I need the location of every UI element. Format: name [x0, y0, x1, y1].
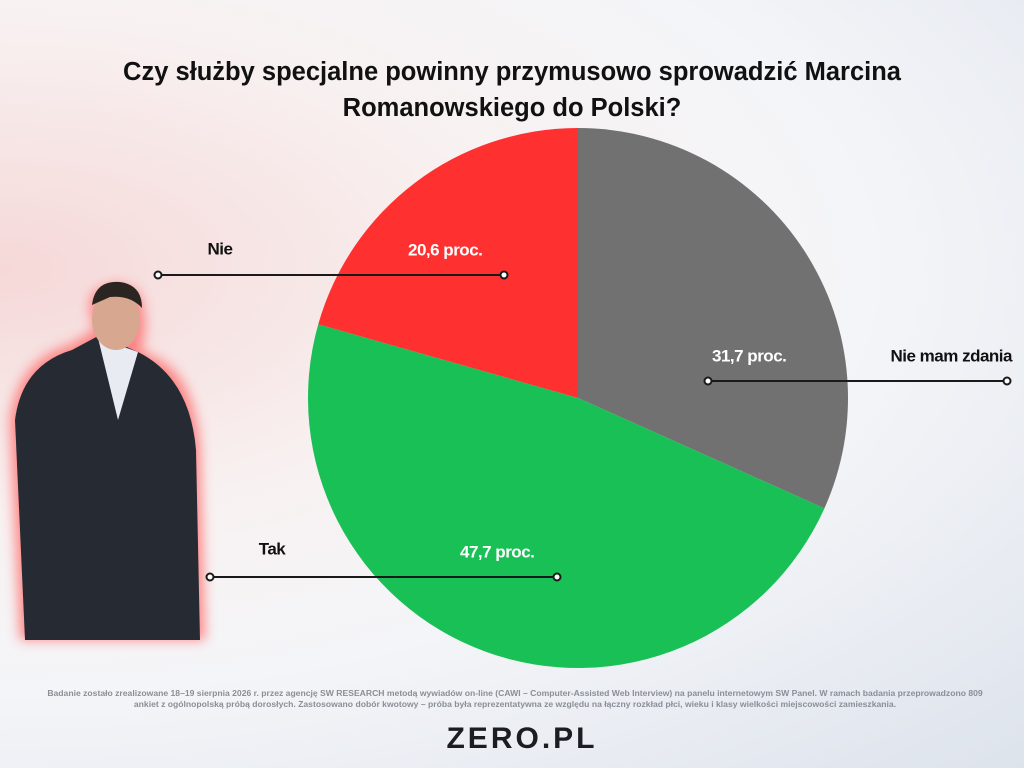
photo: [10, 281, 205, 640]
leader-dot: [205, 572, 215, 582]
leader-dot: [552, 572, 562, 582]
category-label: Nie: [208, 239, 233, 258]
value-label: 20,6 proc.: [408, 240, 482, 259]
value-label: 31,7 proc.: [712, 346, 786, 365]
leader-dot: [499, 270, 509, 280]
pie-slice: [318, 128, 578, 398]
footnote: Badanie zostało zrealizowane 18–19 sierp…: [47, 688, 983, 709]
category-label: Tak: [259, 539, 287, 558]
pie-slice: [307, 324, 825, 669]
leader-dot: [703, 376, 713, 386]
logo: ZERO.PL: [446, 722, 598, 755]
pie-slice: [578, 128, 848, 509]
value-label: 47,7 proc.: [460, 542, 534, 561]
chart-title: Czy służby specjalne powinny przymusowo …: [123, 58, 901, 122]
leader-dot: [1002, 376, 1012, 386]
category-label: Nie mam zdania: [891, 346, 1014, 365]
leader-dot: [153, 270, 163, 280]
